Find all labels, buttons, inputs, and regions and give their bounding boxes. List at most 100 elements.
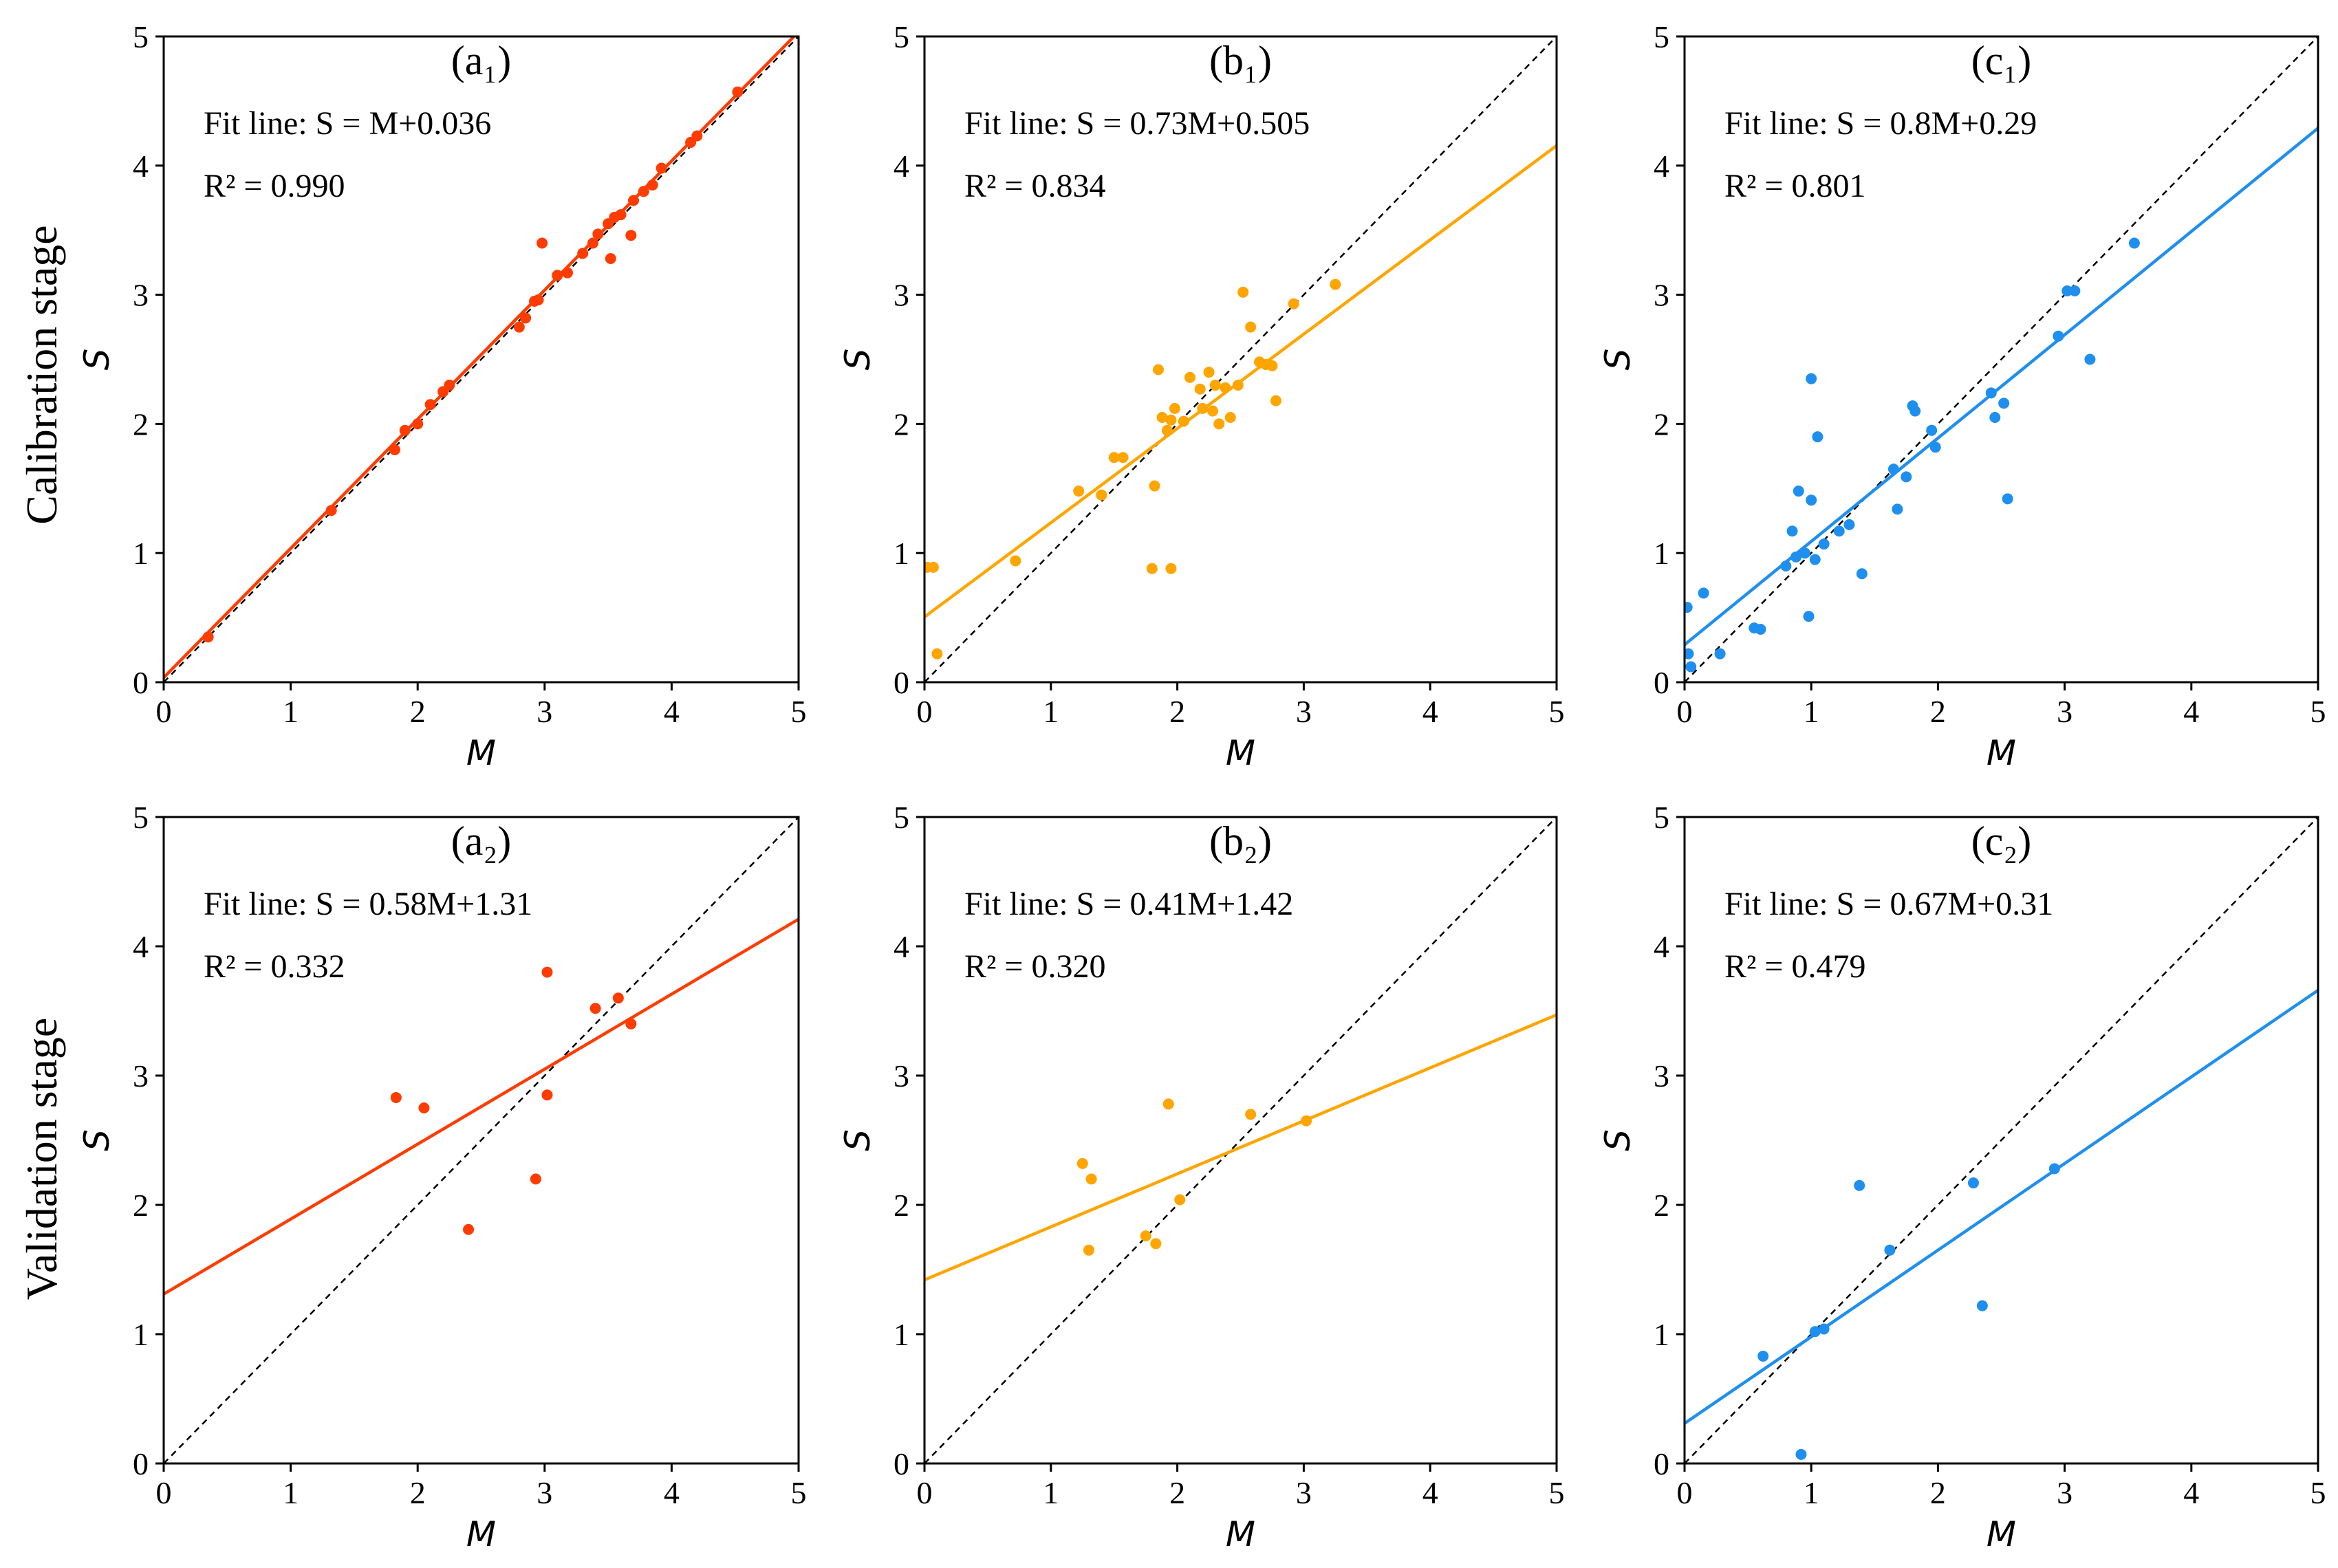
data-point: [1010, 555, 1021, 567]
data-point: [537, 237, 548, 249]
x-tick-label: 4: [2183, 694, 2199, 729]
data-point: [1976, 1300, 1988, 1311]
data-point: [2061, 285, 2073, 296]
identity-line: [164, 817, 799, 1463]
x-tick-label: 4: [1422, 1475, 1438, 1510]
data-point: [1140, 1230, 1151, 1242]
data-point: [1786, 525, 1798, 537]
data-point: [615, 209, 627, 221]
data-point: [931, 648, 943, 660]
data-point: [1076, 1157, 1088, 1169]
x-tick-label: 5: [1549, 694, 1565, 729]
data-point: [647, 179, 658, 190]
identity-line: [1685, 817, 2318, 1463]
r-squared-value: R² = 0.320: [964, 948, 1105, 985]
x-tick-label: 1: [1043, 694, 1059, 729]
data-point: [1892, 503, 1903, 515]
data-point: [1194, 383, 1206, 395]
x-tick-label: 2: [1169, 694, 1185, 729]
y-axis-label: S: [1598, 1129, 1638, 1151]
x-tick-label: 3: [537, 1475, 552, 1510]
data-point: [1165, 563, 1177, 574]
x-tick-label: 0: [156, 1475, 172, 1510]
data-point: [732, 86, 744, 98]
r-squared-value: R² = 0.332: [204, 948, 345, 985]
data-point: [541, 1089, 553, 1101]
data-point: [2048, 1163, 2060, 1175]
panel-b2: 0 1 2 3 4 5 0 1 2 3 4 5 M S (b₂) Fit line: S = 0.41M+1.…: [838, 800, 1565, 1554]
y-tick-label: 0: [894, 665, 909, 700]
data-point: [1301, 1115, 1312, 1126]
panel-c2: 0 1 2 3 4 5 0 1 2 3 4 5 M S (c₂) Fit line: S = 0.67M+0.…: [1598, 800, 2326, 1554]
x-tick-label: 1: [1804, 694, 1819, 729]
y-tick-label: 3: [894, 1058, 909, 1093]
r-squared-value: R² = 0.990: [204, 168, 345, 204]
identity-line: [1685, 36, 2318, 682]
plot-area: [924, 36, 1557, 682]
data-point: [1169, 402, 1180, 414]
axes-frame: [923, 35, 1558, 684]
y-tick-label: 3: [894, 278, 909, 313]
data-point: [1685, 602, 1693, 613]
data-point: [530, 1173, 541, 1185]
y-tick-label: 4: [133, 929, 149, 964]
data-point: [1998, 398, 2010, 409]
data-point: [1184, 371, 1195, 383]
data-point: [424, 399, 436, 411]
x-tick-label: 4: [664, 1475, 680, 1510]
data-point: [1989, 412, 2001, 424]
x-axis-label: M: [1226, 1514, 1255, 1554]
x-tick-label: 4: [2183, 1475, 2199, 1510]
y-axis-label: S: [77, 349, 117, 371]
data-point: [463, 1223, 475, 1235]
x-axis-label: M: [1987, 1514, 2016, 1554]
x-tick-label: 3: [537, 694, 552, 729]
y-tick-label: 5: [1654, 800, 1669, 835]
y-tick-label: 0: [1654, 1446, 1669, 1481]
y-tick-label: 4: [1654, 149, 1669, 184]
fit-line-equation: Fit line: S = 0.41M+1.42: [964, 886, 1293, 922]
data-point: [1795, 1448, 1807, 1460]
plot-area: [164, 817, 799, 1463]
data-point: [1156, 412, 1168, 424]
fit-line-equation: Fit line: S = 0.58M+1.31: [204, 886, 532, 922]
data-point: [1153, 364, 1165, 375]
x-tick-label: 1: [1043, 1475, 1059, 1510]
data-point: [1685, 648, 1694, 660]
x-tick-label: 5: [791, 1475, 807, 1510]
data-point: [1213, 418, 1225, 430]
x-tick-label: 1: [1804, 1475, 1819, 1510]
panel-title: (b₁): [1209, 38, 1272, 83]
x-tick-label: 5: [791, 694, 807, 729]
data-point: [1714, 648, 1726, 660]
data-point: [1174, 1194, 1186, 1206]
x-axis-label: M: [1987, 733, 2016, 773]
data-point: [1220, 382, 1231, 393]
data-point: [399, 424, 411, 436]
x-tick-label: 0: [1677, 1475, 1693, 1510]
data-point: [562, 267, 574, 279]
data-point: [1790, 551, 1802, 563]
data-point: [412, 418, 424, 430]
fit-line-equation: Fit line: S = M+0.036: [204, 105, 491, 142]
data-point: [1887, 464, 1899, 475]
plot-area: [924, 817, 1557, 1463]
panel-a2: 0 1 2 3 4 5 0 1 2 3 4 5 M S (a₂) Fit line: S = 0.58M+1.…: [77, 800, 807, 1554]
data-point: [589, 1003, 601, 1014]
fit-line: [164, 917, 799, 1296]
fit-line-equation: Fit line: S = 0.67M+0.31: [1724, 886, 2053, 922]
x-tick-label: 2: [1930, 1475, 1946, 1510]
data-point: [1985, 387, 1997, 399]
y-tick-label: 1: [894, 1317, 909, 1352]
data-point: [1901, 471, 1912, 483]
x-tick-label: 0: [917, 1475, 933, 1510]
y-tick-label: 1: [133, 536, 149, 571]
x-tick-label: 5: [2310, 1475, 2326, 1510]
axes-frame: [1683, 35, 2319, 684]
data-point: [1809, 1326, 1821, 1338]
data-point: [592, 228, 604, 240]
y-tick-label: 5: [894, 19, 909, 54]
data-point: [1162, 1098, 1174, 1110]
data-point: [2002, 493, 2013, 505]
